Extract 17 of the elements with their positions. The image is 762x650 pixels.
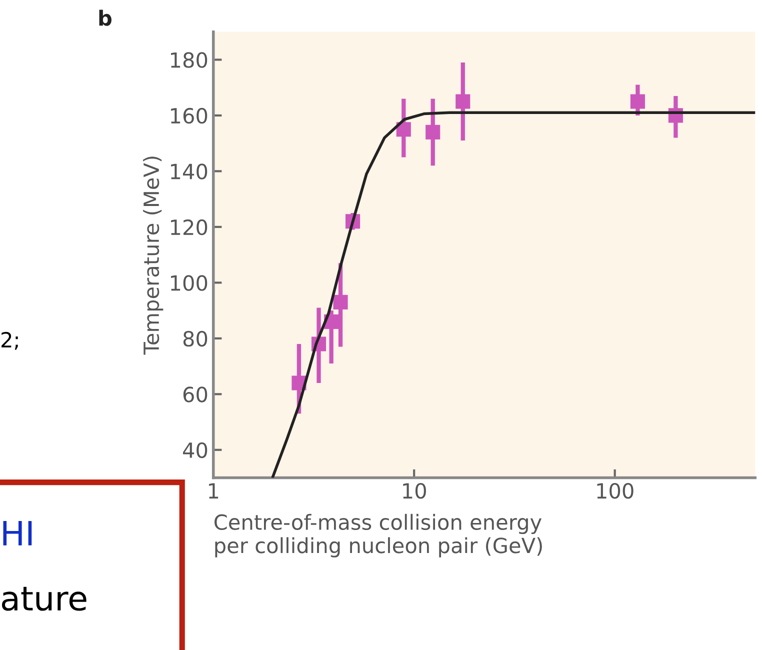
text: ature xyxy=(2,586,86,611)
x-tick-label: 100 xyxy=(597,482,634,499)
x-axis-title: Centre-of-mass collision energy per colliding nucleon pair (GeV) xyxy=(214,514,542,558)
y-axis-title: Temperature (MeV) xyxy=(143,156,164,355)
y-tick-label: 140 xyxy=(171,164,208,180)
text: b xyxy=(99,10,112,26)
y-tick-label: 160 xyxy=(171,108,208,124)
y-tick-label: 120 xyxy=(171,219,208,236)
y-tick-label: 100 xyxy=(171,275,208,291)
y-tick-label: 80 xyxy=(183,330,208,347)
text: HI xyxy=(3,521,32,546)
y-tick-label: 40 xyxy=(183,442,208,458)
y-tick-label: 180 xyxy=(171,52,208,68)
x-tick-label: 1 xyxy=(209,483,218,498)
y-tick-label: 60 xyxy=(183,386,208,402)
text: 2; xyxy=(2,332,18,350)
x-tick-label: 10 xyxy=(403,482,426,499)
